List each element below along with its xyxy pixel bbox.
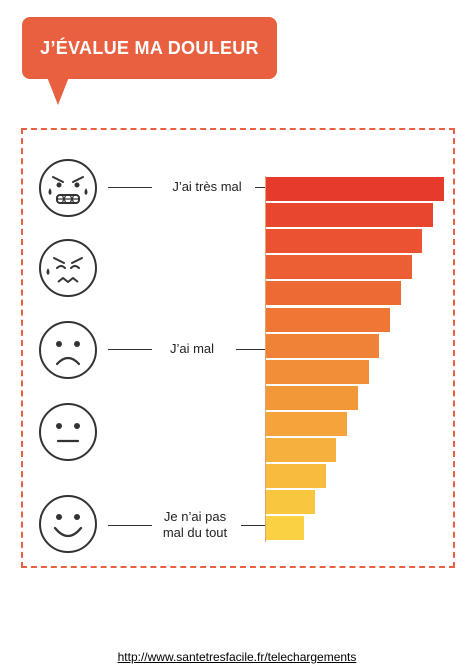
tick-mid [236,349,265,350]
scale-bar [266,333,380,358]
scale-bar [266,385,358,410]
scale-bar [266,203,434,228]
scale-bar [266,255,412,280]
label-mal: J’ai mal [169,341,215,356]
label-pas-mal-line2: mal du tout [162,525,228,540]
label-pas-mal-line1: Je n’ai pas [163,509,227,524]
scale-bar [266,359,369,384]
connector-line-low [108,525,152,526]
wincing-sweat-face-icon [39,239,97,297]
label-pas-mal: Je n’ai pas mal du tout [152,509,238,541]
scale-bar [266,177,444,201]
title-banner-tail [47,77,69,105]
scale-axis [265,176,266,542]
sad-face-icon [39,321,97,379]
connector-line-high [108,187,152,188]
page-title: J’ÉVALUE MA DOULEUR [40,38,259,58]
scale-bar [266,490,315,515]
scale-bar [266,516,304,541]
scale-bar [266,438,337,462]
scale-bar [266,411,348,436]
scale-bar [266,307,391,332]
smiling-face-icon [39,495,97,553]
tick-low [241,525,265,526]
scale-bar [266,229,423,254]
footer-link[interactable]: http://www.santetresfacile.fr/telecharge… [117,650,357,664]
scale-bar [266,464,326,489]
pain-scale-frame [21,128,455,568]
scale-bar [266,281,401,306]
neutral-face-icon [39,403,97,461]
label-tres-mal: J’ai très mal [172,179,242,194]
title-banner: J’ÉVALUE MA DOULEUR [22,17,277,79]
tick-high [255,187,265,188]
connector-line-mid [108,349,152,350]
grimacing-crying-face-icon [39,159,97,217]
